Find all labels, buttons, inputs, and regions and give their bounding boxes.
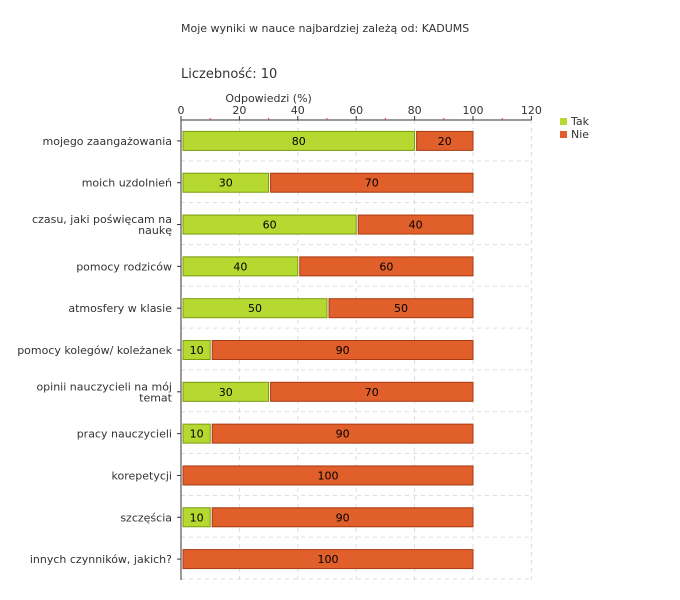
x-tick-label: 20 — [232, 104, 246, 117]
sample-count: Liczebność: 10 — [181, 67, 277, 82]
bar-nie — [299, 256, 474, 277]
bar-nie — [182, 549, 474, 570]
bar-nie — [328, 298, 474, 319]
bar-nie — [182, 465, 474, 486]
bar-value-label: 70 — [365, 177, 379, 190]
bar-nie — [211, 340, 474, 360]
x-axis-title: Odpowiedzi (%) — [225, 92, 312, 105]
bar-nie — [357, 214, 474, 235]
bar-value-label: 40 — [233, 260, 247, 273]
bar-value-label: 70 — [365, 386, 379, 399]
x-tick-label: 100 — [463, 104, 484, 117]
x-tick-label: 40 — [291, 104, 305, 117]
bar-tak — [182, 381, 270, 402]
bar-value-label: 30 — [219, 386, 233, 399]
x-tick-label: 0 — [178, 104, 185, 117]
bar-nie — [416, 130, 474, 151]
bar-tak — [182, 423, 211, 444]
category-label: pracy nauczycieli — [77, 428, 172, 441]
category-label: czasu, jaki poświęcam na naukę — [32, 213, 172, 237]
bar-value-label: 90 — [336, 428, 350, 441]
bar-value-label: 50 — [248, 302, 262, 315]
bar-nie — [211, 423, 474, 444]
bar-value-label: 10 — [190, 428, 204, 441]
category-label: szczęścia — [120, 511, 172, 524]
bar-tak — [182, 214, 357, 235]
count-value: 10 — [260, 67, 278, 82]
bar-value-label: 30 — [219, 177, 233, 190]
count-label: Liczebność: — [181, 67, 257, 82]
bar-value-label: 20 — [438, 135, 452, 148]
bar-tak — [182, 256, 299, 277]
bar-value-label: 100 — [318, 553, 339, 566]
bar-nie — [211, 507, 474, 528]
bar-tak — [182, 298, 328, 319]
bar-tak — [182, 130, 416, 151]
bar-tak — [182, 340, 211, 360]
bar-value-label: 10 — [190, 344, 204, 357]
bar-value-label: 40 — [409, 219, 423, 232]
legend-swatch-tak — [560, 118, 567, 125]
bar-tak — [182, 172, 270, 193]
x-tick-label: 120 — [521, 104, 542, 117]
x-tick-label: 60 — [349, 104, 363, 117]
bar-value-label: 90 — [336, 344, 350, 357]
bar-value-label: 100 — [318, 469, 339, 482]
bar-value-label: 10 — [190, 511, 204, 524]
bar-nie — [270, 381, 474, 402]
bar-value-label: 90 — [336, 511, 350, 524]
category-label: mojego zaangażowania — [43, 135, 172, 148]
bar-value-label: 60 — [379, 260, 393, 273]
category-label: atmosfery w klasie — [68, 302, 172, 315]
legend-label-tak: Tak — [570, 115, 590, 128]
category-label: opinii nauczycieli na mój temat — [36, 380, 172, 404]
bar-tak — [182, 507, 211, 528]
legend-label-nie: Nie — [571, 128, 589, 141]
bar-value-label: 80 — [292, 135, 306, 148]
bar-value-label: 50 — [394, 302, 408, 315]
bar-nie — [270, 172, 474, 193]
category-label: moich uzdolnień — [82, 177, 172, 190]
x-tick-label: 80 — [408, 104, 422, 117]
legend-swatch-nie — [560, 131, 567, 138]
bar-value-label: 60 — [263, 219, 277, 232]
category-label: pomocy kolegów/ koleżanek — [17, 344, 172, 357]
category-label: korepetycji — [112, 469, 173, 482]
chart-title: Moje wyniki w nauce najbardziej zależą o… — [181, 22, 470, 35]
category-label: innych czynników, jakich? — [30, 553, 172, 566]
category-label: pomocy rodziców — [76, 260, 172, 273]
